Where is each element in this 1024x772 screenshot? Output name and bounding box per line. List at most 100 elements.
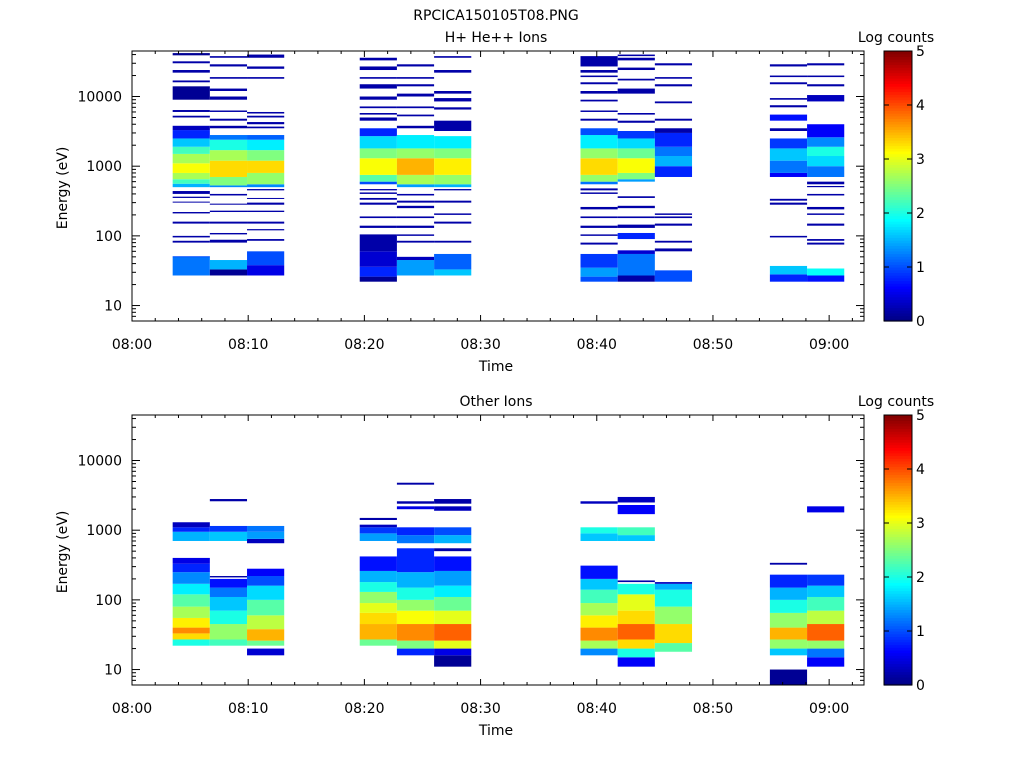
colorbar-step bbox=[884, 91, 912, 95]
heatmap-cell bbox=[617, 54, 655, 57]
colorbar-step bbox=[884, 72, 912, 76]
colorbar-step bbox=[884, 622, 912, 627]
colorbar-step bbox=[884, 121, 912, 125]
heatmap-cell bbox=[654, 166, 693, 177]
colorbar-step bbox=[884, 574, 912, 578]
heatmap-cell bbox=[359, 158, 397, 175]
heatmap-cell bbox=[580, 70, 618, 73]
heatmap-cell bbox=[434, 56, 472, 58]
heatmap-cell bbox=[172, 153, 210, 164]
x-tick-label: 08:30 bbox=[460, 337, 500, 353]
heatmap-cell bbox=[617, 250, 655, 254]
heatmap-cell bbox=[396, 640, 435, 649]
heatmap-cell bbox=[580, 648, 618, 656]
heatmap-cell bbox=[396, 200, 435, 203]
colorbar-label: Log counts bbox=[858, 30, 934, 46]
colorbar-tick-label: 4 bbox=[916, 462, 925, 478]
heatmap-cell bbox=[359, 197, 397, 200]
colorbar-step bbox=[884, 604, 912, 608]
heatmap-cell bbox=[209, 176, 248, 186]
heatmap-cell bbox=[654, 248, 693, 252]
heatmap-cell bbox=[172, 557, 210, 564]
heatmap-cell bbox=[580, 234, 618, 236]
heatmap-cell bbox=[396, 624, 435, 641]
heatmap-cell bbox=[172, 639, 210, 646]
heatmap-cell bbox=[769, 148, 808, 161]
colorbar-step bbox=[884, 177, 912, 182]
heatmap-cell bbox=[209, 77, 248, 79]
colorbar-step bbox=[884, 520, 912, 524]
heatmap-cell bbox=[247, 111, 285, 114]
colorbar-step bbox=[884, 466, 912, 470]
heatmap-cell bbox=[172, 125, 210, 131]
heatmap-cell bbox=[396, 125, 435, 129]
heatmap-cell bbox=[580, 627, 618, 641]
colorbar-step bbox=[884, 452, 912, 457]
colorbar-step bbox=[884, 571, 912, 575]
heatmap-cell bbox=[617, 158, 655, 173]
colorbar-step bbox=[884, 299, 912, 303]
heatmap-cell bbox=[172, 53, 210, 56]
colorbar-step bbox=[884, 88, 912, 93]
heatmap-cell bbox=[247, 629, 285, 641]
colorbar-step bbox=[884, 595, 912, 600]
heatmap-cell bbox=[172, 191, 210, 194]
heatmap-cell bbox=[769, 235, 808, 238]
heatmap-cell bbox=[580, 188, 618, 191]
heatmap-cell bbox=[617, 535, 655, 541]
colorbar-step bbox=[884, 231, 912, 236]
colorbar-step bbox=[884, 69, 912, 74]
heatmap-cell bbox=[247, 568, 285, 577]
heatmap-cell bbox=[434, 213, 472, 215]
colorbar-step bbox=[884, 493, 912, 497]
colorbar-step bbox=[884, 296, 912, 300]
heatmap-cell bbox=[359, 174, 397, 182]
heatmap-cell bbox=[769, 82, 808, 85]
colorbar-step bbox=[884, 242, 912, 246]
heatmap-cell bbox=[434, 596, 472, 611]
heatmap-cell bbox=[769, 160, 808, 173]
heatmap-cell bbox=[807, 657, 845, 667]
heatmap-cell bbox=[769, 587, 808, 600]
heatmap-cell bbox=[434, 570, 472, 586]
heatmap-cell bbox=[769, 64, 808, 67]
heatmap-cell bbox=[396, 527, 435, 536]
colorbar-step bbox=[884, 471, 912, 475]
heatmap-cell bbox=[396, 84, 435, 87]
heatmap-cell bbox=[172, 130, 210, 139]
heatmap-cell bbox=[247, 115, 285, 118]
heatmap-cell bbox=[769, 648, 808, 656]
colorbar-step bbox=[884, 425, 912, 430]
plot-axes: 08:00 08:10 08:20 08:30 08:40 08:50 09:00 10 100… bbox=[77, 50, 865, 353]
heatmap-cell bbox=[396, 193, 435, 196]
colorbar-step bbox=[884, 620, 912, 624]
heatmap-cell bbox=[769, 105, 808, 108]
colorbar-tick-label: 5 bbox=[916, 408, 925, 424]
heatmap-cell bbox=[617, 172, 655, 180]
x-tick-label: 08:40 bbox=[577, 337, 617, 353]
heatmap-cell bbox=[580, 225, 618, 228]
heatmap-cell bbox=[434, 158, 472, 175]
heatmap-cell bbox=[209, 160, 248, 177]
heatmap-cell bbox=[209, 587, 248, 597]
heatmap-cell bbox=[617, 275, 655, 282]
heatmap-cell bbox=[617, 583, 655, 595]
heatmap-cell bbox=[580, 578, 618, 590]
y-tick-label: 100 bbox=[95, 229, 122, 245]
heatmap-cell bbox=[359, 556, 397, 571]
heatmap-cell bbox=[654, 223, 693, 226]
heatmap-cell bbox=[654, 128, 693, 133]
colorbar-step bbox=[884, 541, 912, 546]
heatmap-cell bbox=[396, 93, 435, 97]
colorbar-step bbox=[884, 525, 912, 529]
heatmap-cell bbox=[359, 128, 397, 137]
panel-other-ions: Other Ions Log counts Energy (eV) Time 0… bbox=[55, 394, 934, 739]
heatmap-cell bbox=[359, 582, 397, 592]
colorbar-step bbox=[884, 660, 912, 664]
heatmap-cell bbox=[172, 256, 210, 258]
colorbar-step bbox=[884, 61, 912, 66]
colorbar-step bbox=[884, 148, 912, 152]
colorbar-step bbox=[884, 188, 912, 192]
heatmap-cell bbox=[769, 198, 808, 201]
heatmap-cell bbox=[209, 596, 248, 611]
